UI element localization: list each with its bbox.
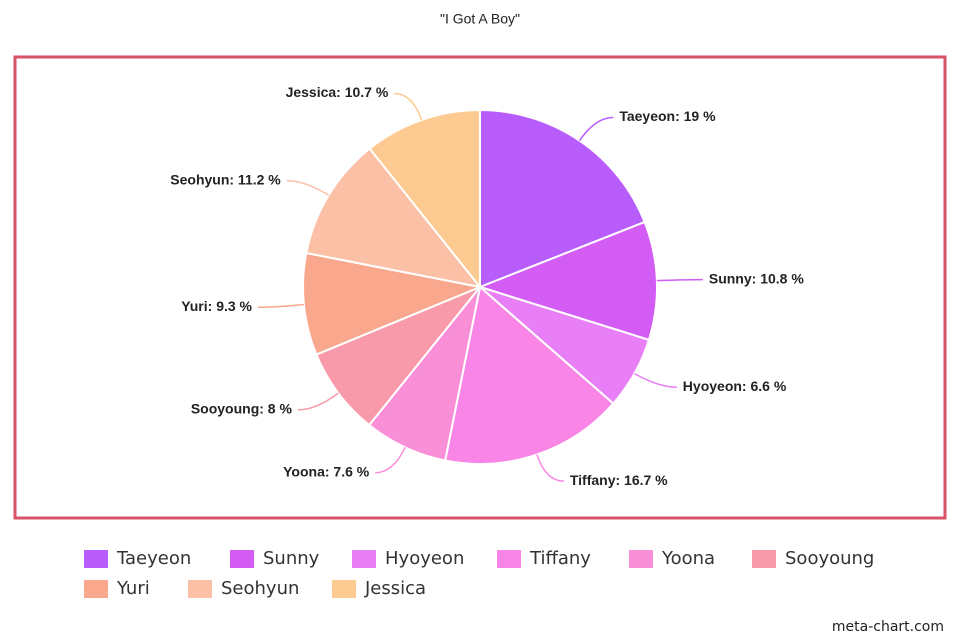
leader-line [375, 447, 406, 474]
legend-label: Hyoyeon [385, 548, 464, 569]
legend-label: Sunny [263, 548, 320, 569]
data-label: Tiffany: 16.7 % [570, 472, 668, 488]
watermark: meta-chart.com [832, 619, 944, 635]
data-label: Yoona: 7.6 % [283, 463, 370, 479]
legend-swatch [752, 550, 776, 568]
legend-label: Jessica [364, 578, 426, 599]
plot-border [13, 55, 947, 520]
leader-line [297, 392, 339, 411]
legend-swatch [188, 580, 212, 598]
legend-label: Tiffany [529, 548, 591, 569]
legend-swatch [84, 550, 108, 568]
data-label: Sunny: 10.8 % [709, 270, 804, 286]
legend-swatch [332, 580, 356, 598]
leader-line [286, 179, 330, 196]
leader-line [656, 278, 703, 282]
chart-title: "I Got A Boy" [440, 11, 520, 27]
legend-label: Seohyun [221, 578, 299, 599]
legend-label: Yuri [116, 578, 150, 599]
legend-swatch [84, 580, 108, 598]
pie-slice [477, 220, 658, 342]
pie-slice [479, 108, 646, 289]
leader-line [258, 303, 304, 309]
leader-line [536, 454, 564, 482]
leader-line [578, 116, 614, 142]
legend-swatch [629, 550, 653, 568]
legend-swatch [497, 550, 521, 568]
data-label: Jessica: 10.7 % [286, 84, 389, 100]
data-label: Hyoyeon: 6.6 % [683, 378, 787, 394]
legend-label: Yoona [661, 548, 715, 569]
leader-line [634, 372, 677, 389]
pie-slice [315, 286, 481, 427]
legend-swatch [352, 550, 376, 568]
legend-label: Sooyoung [785, 548, 874, 569]
pie-slice [368, 108, 481, 290]
data-label: Seohyun: 11.2 % [170, 171, 281, 187]
data-label: Sooyoung: 8 % [191, 401, 293, 417]
data-label: Taeyeon: 19 % [619, 108, 716, 124]
leader-line [394, 92, 423, 121]
pie-slice [443, 285, 615, 465]
legend-label: Taeyeon [116, 548, 191, 569]
legend-swatch [230, 550, 254, 568]
data-label: Yuri: 9.3 % [181, 298, 252, 314]
